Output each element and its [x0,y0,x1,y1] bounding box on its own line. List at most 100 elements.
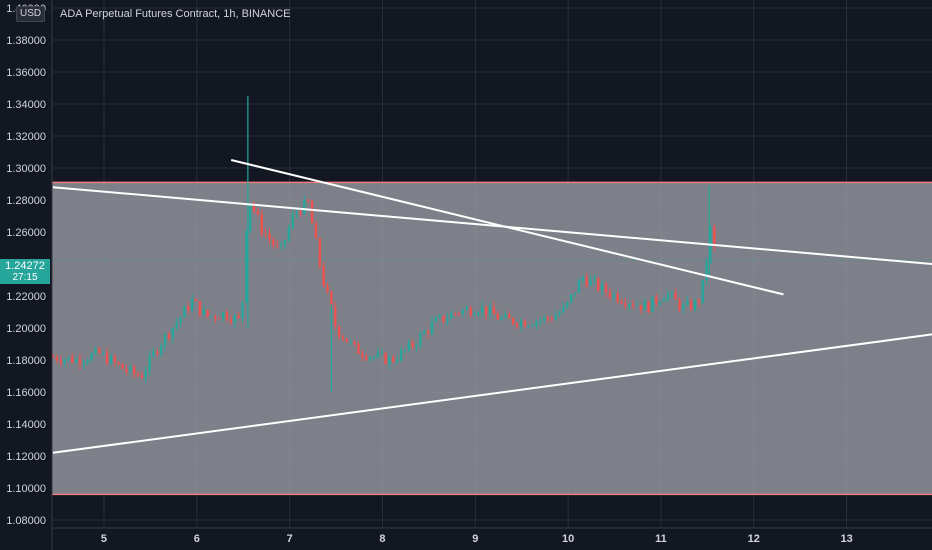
candle-body [511,318,515,324]
candle-body [624,303,627,306]
candle-body [682,304,685,310]
candle-body [334,306,337,327]
candle-body [500,317,503,320]
candle-body [268,233,271,240]
candle-body [90,353,93,361]
candle-body [539,320,542,322]
candle-body [218,318,221,320]
x-tick-label: 5 [101,533,107,545]
candle-body [388,356,391,365]
candle-body [252,203,256,211]
candle-body [98,348,101,354]
candle-body [291,214,294,228]
candle-body [492,306,496,315]
candle-body [179,317,182,323]
candle-body [283,240,287,245]
candle-body [337,326,341,337]
candle-body [628,304,631,306]
candle-body [666,294,670,300]
candle-body [299,211,302,215]
candle-body [399,350,403,361]
candle-body [434,317,438,322]
candle-countdown: 27:15 [12,272,38,283]
candle-body [125,368,128,372]
candle-body [214,316,217,319]
candle-body [233,315,236,323]
currency-label[interactable]: USD [16,6,46,22]
candle-body [658,301,662,304]
candle-body [330,291,333,307]
candle-body [198,301,202,315]
trendlines [52,159,932,454]
candle-body [202,310,205,315]
candle-body [310,201,314,224]
candle-body [643,301,646,310]
candle-body [407,342,410,350]
y-tick-label: 1.38000 [6,35,46,47]
y-tick-label: 1.14000 [6,419,46,431]
candle-body [229,319,233,323]
x-tick-label: 6 [194,533,200,545]
candle-body [438,315,441,318]
candle-body [156,351,159,354]
candle-body [581,277,585,280]
candle-body [523,320,526,327]
time-axis[interactable]: 5 6 7 8 9 10 11 12 13 [52,527,932,545]
candle-body [546,317,550,320]
candle-body [206,310,209,317]
y-tick-label: 1.12000 [6,451,46,463]
candle-body [473,314,476,316]
candle-body [314,223,318,239]
x-tick-label: 8 [379,533,385,545]
candle-body [175,322,178,328]
y-tick-label: 1.22000 [6,291,46,303]
candle-body [365,356,368,360]
candle-body [465,307,468,310]
candle-body [705,262,708,280]
candle-body [326,285,329,292]
candle-body [620,301,623,304]
candle-body [461,309,465,314]
candle-body [86,360,89,363]
candle-body [102,352,105,354]
candle-body [160,345,163,354]
candle-body [78,359,82,365]
candle-body [604,284,608,293]
candle-body [183,306,186,318]
y-tick-label: 1.26000 [6,227,46,239]
y-tick-label: 1.16000 [6,387,46,399]
candle-body [167,334,171,339]
candle-body [392,356,395,362]
candle-body [132,366,136,374]
candle-body [577,279,581,293]
candle-body [272,239,275,245]
candle-body [187,306,190,311]
candle-body [504,314,507,318]
candle-body [597,278,600,291]
candle-body [508,314,511,319]
candle-body [515,323,519,327]
candle-body [484,306,488,315]
candlestick-series [51,96,716,392]
candle-body [612,293,615,298]
candle-body [74,359,78,363]
last-price-tag: 1.24272 27:15 [0,259,50,284]
x-tick-label: 10 [562,533,574,545]
candle-body [446,318,449,322]
candle-body [260,214,263,234]
candle-body [221,312,225,320]
candle-body [535,321,538,326]
candle-body [63,359,66,364]
candle-body [415,345,418,347]
candle-body [55,356,58,361]
candle-body [670,292,673,295]
candle-body [697,300,701,303]
candle-body [655,296,658,304]
last-price-value: 1.24272 [5,260,45,272]
symbol-title: ADA Perpetual Futures Contract, 1h, BINA… [60,8,291,20]
trendline [52,186,932,265]
trendline [230,159,784,296]
candle-body [608,292,612,298]
candle-body [713,226,716,247]
